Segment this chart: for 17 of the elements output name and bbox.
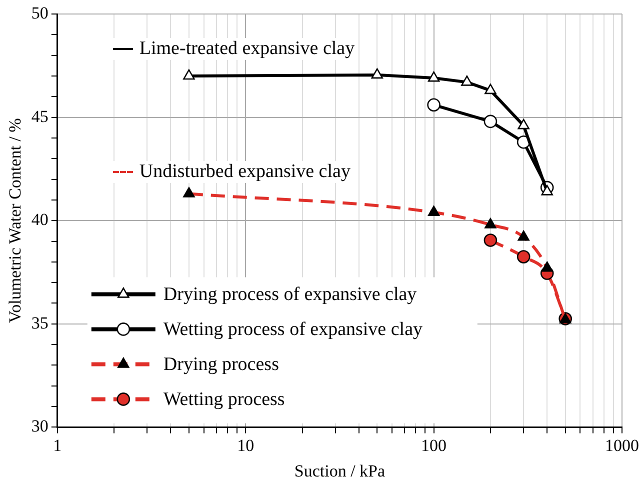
legend-label: Drying process: [163, 354, 279, 376]
legend-label: Wetting process: [163, 389, 285, 410]
annotation: Lime-treated expansive clay: [139, 38, 355, 60]
legend-label: Drying process of expansive clay: [163, 284, 418, 306]
y-axis-title: Volumetric Water Content / %: [6, 118, 25, 323]
x-tick-label: 1: [53, 436, 62, 455]
x-tick-label: 10: [237, 436, 254, 455]
legend-label: Wetting process of expansive clay: [163, 319, 424, 340]
y-tick-label: 50: [31, 3, 48, 22]
y-tick-label: 40: [31, 210, 48, 230]
x-tick-label: 1000: [605, 436, 639, 455]
y-tick-label: 35: [31, 313, 48, 332]
y-tick-label: 45: [31, 106, 48, 126]
x-tick-label: 100: [421, 436, 447, 455]
y-tick-label: 30: [31, 416, 48, 436]
annotation: Undisturbed expansive clay: [139, 161, 350, 183]
x-axis-title: Suction / kPa: [294, 461, 386, 480]
